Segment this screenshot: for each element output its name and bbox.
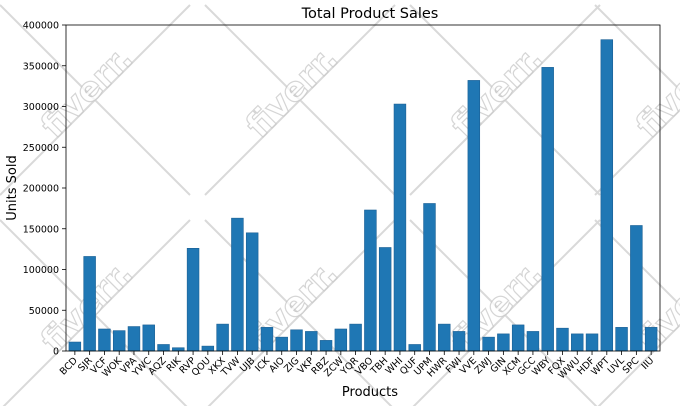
watermark-text: fiverr. xyxy=(628,38,680,146)
y-axis: 0 50000 100000 150000 200000 250000 300000 3500… xyxy=(23,21,66,358)
bar-hdf xyxy=(585,333,599,352)
y-tick-label: 300000 xyxy=(23,102,59,113)
watermark-line xyxy=(207,219,396,406)
bar-vkp xyxy=(305,331,318,352)
bar-rbz xyxy=(319,340,333,352)
bar-xkx xyxy=(216,323,229,352)
bar-xcm xyxy=(511,324,525,352)
bar-vbo xyxy=(364,209,377,352)
bar-series xyxy=(68,39,658,352)
bar-wok xyxy=(112,330,126,352)
bar-vve xyxy=(467,80,481,352)
bar-ywc xyxy=(142,324,155,352)
y-tick-label: 250000 xyxy=(23,143,59,154)
bar-tvw xyxy=(231,217,244,352)
bar-rvp xyxy=(186,248,200,352)
bar-vpa xyxy=(127,326,141,352)
x-tick-label-spc: SPC xyxy=(621,355,642,376)
y-tick-label: 0 xyxy=(53,347,59,358)
y-tick-label: 100000 xyxy=(23,265,59,276)
y-tick-label: 150000 xyxy=(23,224,59,235)
y-tick-label: 200000 xyxy=(23,184,59,195)
bar-uvl xyxy=(615,327,628,352)
bar-wby xyxy=(541,67,554,352)
bar-gcc xyxy=(526,331,540,352)
bar-bcd xyxy=(68,341,82,352)
bar-ujb xyxy=(245,232,259,352)
bar-yqr xyxy=(349,323,362,352)
bar-wwu xyxy=(571,333,584,352)
bar-aio xyxy=(275,336,288,352)
bar-upm xyxy=(423,203,436,352)
x-axis-title: Products xyxy=(342,385,398,400)
bar-zcw xyxy=(334,328,348,352)
bar-zig xyxy=(290,329,303,352)
chart-title: Total Product Sales xyxy=(301,6,439,22)
bar-whi xyxy=(393,103,407,352)
bar-fwi xyxy=(452,331,466,352)
y-axis-title: Units Sold xyxy=(5,155,20,220)
watermark-line xyxy=(594,4,680,92)
bar-zwj xyxy=(482,336,495,352)
bar-hwr xyxy=(438,323,451,352)
bar-qou xyxy=(201,345,215,352)
watermark-line xyxy=(597,323,680,406)
watermark-line xyxy=(0,4,191,196)
y-tick-label: 400000 xyxy=(23,21,59,32)
bar-sjr xyxy=(83,256,96,352)
plot-area-frame xyxy=(65,24,661,352)
x-axis: BCDSJRVCFWOKVPAYWCAQZRIKRVPQOUXKXTVWUJBI… xyxy=(58,351,656,381)
y-tick-label: 50000 xyxy=(29,306,59,317)
bar-rik xyxy=(172,347,185,352)
watermark-line xyxy=(409,4,601,196)
watermark-line xyxy=(412,219,601,406)
bar-gin xyxy=(497,333,510,352)
y-tick-label: 350000 xyxy=(23,61,59,72)
bar-aqz xyxy=(157,344,170,352)
bar-fqx xyxy=(556,327,569,352)
bar-quf xyxy=(408,344,421,352)
bar-ick xyxy=(260,327,274,352)
bar-tbh xyxy=(378,247,392,352)
watermark-line xyxy=(204,4,396,196)
watermark-line xyxy=(594,219,680,307)
watermark-line xyxy=(594,108,680,196)
bar-iiu xyxy=(644,327,658,352)
bar-wpt xyxy=(600,39,614,352)
bar-spc xyxy=(630,225,643,352)
bar-vcf xyxy=(98,328,111,352)
